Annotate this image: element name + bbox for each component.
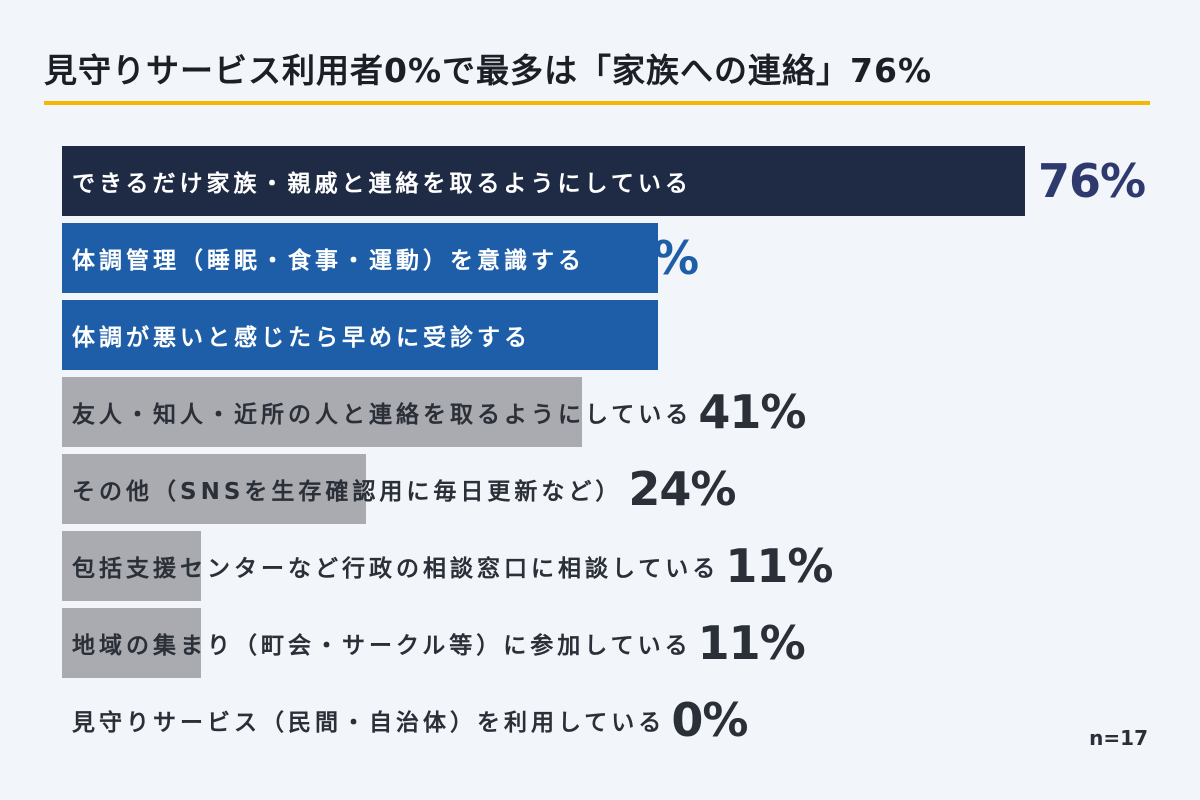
bar-row: 友人・知人・近所の人と連絡を取るようにしている 41%	[72, 377, 806, 447]
category-label: 体調が悪いと感じたら早めに受診する	[72, 325, 531, 351]
category-label: できるだけ家族・親戚と連絡を取るようにしている	[72, 171, 692, 197]
data-label: 41%	[698, 385, 806, 439]
bar	[62, 377, 582, 447]
data-label: 24%	[628, 462, 736, 516]
title-underline	[44, 101, 1150, 105]
category-label: 包括支援センターなど行政の相談窓口に相談している	[72, 556, 720, 582]
bar-row: その他（SNSを生存確認用に毎日更新など） 24%	[72, 454, 737, 524]
category-label: 体調管理（睡眠・食事・運動）を意識する	[72, 248, 585, 274]
chart-title: 見守りサービス利用者0%で最多は「家族への連絡」76%	[44, 51, 933, 90]
data-label: 11%	[725, 539, 833, 593]
bar-row: 見守りサービス（民間・自治体）を利用している 0%	[72, 685, 748, 755]
data-label: 11%	[697, 616, 806, 670]
data-label: 0%	[671, 693, 748, 747]
category-label: 見守りサービス（民間・自治体）を利用している	[72, 710, 666, 736]
bar	[62, 454, 367, 524]
data-label: 47%	[591, 231, 699, 285]
sample-size-note: n=17	[1089, 726, 1148, 750]
category-label: 地域の集まり（町会・サークル等）に参加している	[72, 633, 692, 659]
category-label: 友人・知人・近所の人と連絡を取るようにしている	[72, 402, 693, 428]
bar-row: 体調管理（睡眠・食事・運動）を意識する 47%	[72, 223, 699, 293]
bar-row: 包括支援センターなど行政の相談窓口に相談している 11%	[72, 531, 833, 601]
bar	[62, 608, 202, 678]
category-label: その他（SNSを生存確認用に毎日更新など）	[72, 479, 623, 505]
bar-row: できるだけ家族・親戚と連絡を取るようにしている 76%	[72, 146, 1146, 216]
bar	[62, 300, 658, 370]
data-label: 76%	[1038, 154, 1146, 208]
bar-row: 体調が悪いと感じたら早めに受診する 47%	[72, 300, 645, 370]
bar-row: 地域の集まり（町会・サークル等）に参加している 11%	[72, 608, 806, 678]
bar	[62, 531, 202, 601]
data-label: 47%	[537, 308, 645, 362]
bar	[62, 223, 658, 293]
bar	[62, 146, 1025, 216]
